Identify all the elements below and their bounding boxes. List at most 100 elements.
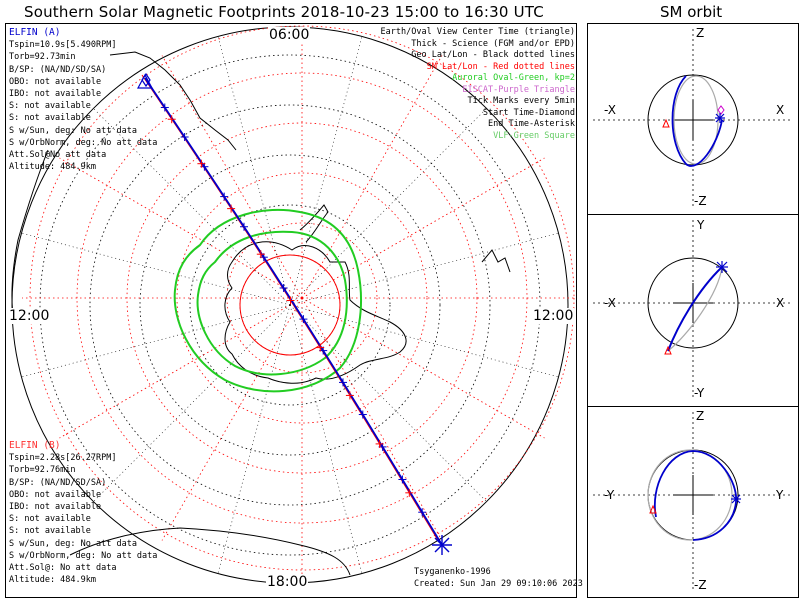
meridian-line [91,304,291,504]
elfin-b-track [141,74,440,543]
time-label-top: 06:00 [268,27,311,43]
legend-entry: Tick Marks every 5min [467,96,575,106]
elfin-a-info-line: Altitude: 484.9km [9,162,96,173]
meridian-line [289,106,489,306]
model-name: Tsyganenko-1996 [414,567,491,577]
elfin-a-info-line: Att.Sol@No att data [9,150,107,161]
legend-entry: Thick - Science (FGM and/or EPD) [411,38,575,49]
legend-entry: Start Time-Diamond [482,107,575,118]
p1-right: X [776,103,785,117]
meridian-line [289,232,561,306]
meridian-line [59,157,303,299]
antarctic-peninsula [299,204,329,243]
sm-orbit-title: SM orbit [660,3,723,21]
elfin-a-info-line: S: not available [9,101,91,112]
australia-coastline [69,527,351,576]
orbit-panel-xy [593,220,793,400]
map-legend: Earth/Oval View Center Time (triangle) Th… [381,27,575,142]
p3-top: Z [696,409,705,423]
meridian-line [301,297,443,541]
legend-entry: VLF-Green Square [493,130,575,141]
meridian-line [301,55,443,299]
time-label-left: 12:00 [8,308,51,324]
elfin-a-info-line: S w/Sun, deg: No att data [9,125,137,136]
orbit-panel-xz [593,29,793,209]
meridian-line [217,304,291,576]
p2-bottom: -Y [694,386,705,400]
meridian-line [289,304,363,576]
elfin-b-info-line: Altitude: 484.9km [9,575,96,586]
elfin-a-orbit [654,450,737,541]
meridian-line [161,297,303,541]
elfin-b-header: ELFIN (B) [9,440,61,451]
new-zealand-coastline [481,249,511,273]
elfin-a-info-line: Tspin=10.9s[5.490RPM] [9,40,117,51]
elfin-a-orbit [667,266,723,352]
p3-right: Y [776,488,784,502]
elfin-b-info-line: Att.Sol@: No att data [9,563,117,574]
end-asterisk-icon [432,535,452,555]
sm-lon-lines [22,24,576,578]
elfin-b-info: ELFIN (B) Tspin=2.28s[26.27RPM] Torb=92.7… [9,440,157,586]
sm-orbit-frame [587,23,799,598]
p1-bottom: -Z [694,194,707,208]
south-america-coastline [109,51,237,151]
created-timestamp: Created: Sun Jan 29 09:10:06 2023 [414,579,583,590]
start-diamond-icon [141,72,151,88]
legend-entry: End Time-Asterisk [488,119,575,129]
elfin-a-header: ELFIN (A) [9,27,61,38]
legend-entry: Auroral Oval-Green, kp=2 [452,73,575,83]
meridian-line [19,232,291,306]
africa-coastline [11,149,49,321]
geo-lon-lines [19,34,561,576]
elfin-a-info-line: Torb=92.73min [9,52,76,63]
elfin-b-info-line: Tspin=2.28s[26.27RPM] [9,453,117,464]
footprint-map-frame [5,23,577,598]
meridian-line [161,55,303,299]
antarctica-coastline [224,241,407,384]
legend-entry: Geo Lat/Lon - Black dotted lines [411,50,575,60]
p3-left: -Y [604,488,615,502]
elfin-b-info-line: S: not available [9,514,91,525]
meridian-line [217,34,291,306]
elfin-a-info: ELFIN (A) Tspin=10.9s[5.490RPM] Torb=92.7… [9,27,157,173]
meridian-line [59,297,303,439]
p2-top: Y [697,218,705,232]
meridian-line [91,106,291,306]
elfin-a-info-line: S w/OrbNorm, deg: No att data [9,137,158,148]
legend-entry: EISCAT-Purple Triangle [462,84,575,95]
orbit-panel-yz [593,412,793,592]
elfin-a-info-line: S: not available [9,113,91,124]
footprint-map [11,24,576,584]
elfin-b-tick-marks [167,115,414,497]
meridian-line [301,297,545,439]
elfin-a-track [144,77,443,546]
elfin-b-orbit [667,266,723,352]
elfin-b-info-line: S w/OrbNorm, deg: No att data [9,550,158,561]
orbit-divider-1 [587,214,799,215]
sm-pole-circle [239,254,341,356]
elfin-a-info-line: OBO: not available [9,76,102,87]
meridian-line [289,34,363,306]
meridian-line [19,304,291,378]
orbit-divider-2 [587,406,799,407]
earth-circle [647,257,739,349]
p2-right: X [776,296,785,310]
time-label-bottom: 18:00 [266,574,309,590]
meridian-line [289,304,489,504]
p2-left: -X [604,296,616,310]
legend-entry: SM Lat/Lon - Red dotted lines [426,61,575,72]
start-triangle [662,118,670,128]
elfin-b-info-line: B/SP: (NA/ND/SD/SA) [9,477,107,488]
elfin-b-info-line: Torb=92.76min [9,465,76,476]
p1-top: Z [696,26,705,40]
elfin-b-info-line: IBO: not available [9,502,102,513]
credits: Tsyganenko-1996 Created: Sun Jan 29 09:1… [414,566,583,590]
plot-title: Southern Solar Magnetic Footprints 2018-… [24,3,544,21]
meridian-line [301,157,545,299]
elfin-a-info-line: IBO: not available [9,89,102,100]
elfin-b-info-line: S w/Sun, deg: No att data [9,538,137,549]
elfin-a-orbit [671,75,723,167]
legend-entry: Earth/Oval View Center Time (triangle) [380,27,575,37]
time-label-right: 12:00 [532,308,575,324]
